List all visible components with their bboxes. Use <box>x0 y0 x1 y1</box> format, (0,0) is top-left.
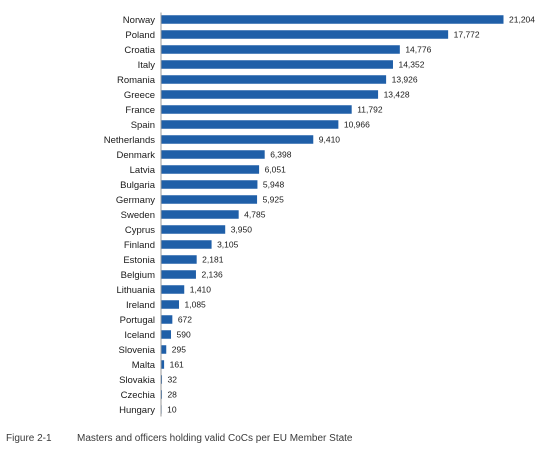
value-label: 10 <box>167 405 177 415</box>
bar <box>161 195 258 204</box>
category-label: Cyprus <box>125 225 155 236</box>
value-label: 1,410 <box>190 285 212 295</box>
category-label: Greece <box>124 90 155 101</box>
value-label: 13,428 <box>384 90 410 100</box>
figure-caption-text: Masters and officers holding valid CoCs … <box>77 433 353 444</box>
category-label: Slovakia <box>119 375 156 386</box>
value-label: 2,136 <box>201 270 223 280</box>
value-label: 590 <box>177 330 191 340</box>
value-label: 11,792 <box>357 105 383 115</box>
category-label: Netherlands <box>104 135 155 146</box>
value-label: 3,105 <box>217 240 239 250</box>
bar <box>161 90 379 99</box>
category-label: Malta <box>132 360 156 371</box>
value-label: 2,181 <box>202 255 224 265</box>
category-label: Iceland <box>124 330 155 341</box>
bar <box>161 285 185 294</box>
value-label: 6,051 <box>265 165 287 175</box>
bar <box>161 315 173 324</box>
category-label: Lithuania <box>116 285 155 296</box>
bar <box>161 210 239 219</box>
bar-chart: Norway 21,204 Poland 17,772 Croatia 14,776 Ita… <box>104 12 536 417</box>
value-label: 1,085 <box>185 300 207 310</box>
bar <box>161 360 165 369</box>
bar <box>161 75 387 84</box>
bars-group: Norway 21,204 Poland 17,772 Croatia 14,776 Ita… <box>104 15 536 416</box>
value-label: 5,925 <box>263 195 285 205</box>
value-label: 3,950 <box>231 225 253 235</box>
bar <box>161 300 179 309</box>
bar <box>161 135 314 144</box>
bar <box>161 30 449 39</box>
bar <box>161 45 400 54</box>
bar <box>161 165 260 174</box>
value-label: 21,204 <box>509 15 535 25</box>
value-label: 9,410 <box>319 135 341 145</box>
category-label: Norway <box>123 15 155 26</box>
category-label: Portugal <box>120 315 155 326</box>
value-label: 4,785 <box>244 210 266 220</box>
value-label: 32 <box>168 375 178 385</box>
bar <box>161 15 504 24</box>
bar <box>161 60 393 69</box>
bar <box>161 345 167 354</box>
category-label: Finland <box>124 240 155 251</box>
category-label: Spain <box>131 120 155 131</box>
value-label: 14,352 <box>398 60 424 70</box>
figure-number: Figure 2-1 <box>6 433 52 444</box>
category-label: Belgium <box>121 270 155 281</box>
category-label: Estonia <box>123 255 155 266</box>
category-label: Ireland <box>126 300 155 311</box>
value-label: 161 <box>170 360 184 370</box>
value-label: 5,948 <box>263 180 285 190</box>
value-label: 28 <box>167 390 177 400</box>
bar <box>161 270 196 279</box>
category-label: France <box>125 105 155 116</box>
bar <box>161 240 212 249</box>
value-label: 13,926 <box>392 75 418 85</box>
value-label: 6,398 <box>270 150 292 160</box>
category-label: Poland <box>125 30 155 41</box>
category-label: Sweden <box>121 210 155 221</box>
value-label: 10,966 <box>344 120 370 130</box>
value-label: 17,772 <box>454 30 480 40</box>
bar <box>161 375 163 384</box>
category-label: Romania <box>117 75 156 86</box>
category-label: Hungary <box>119 405 155 416</box>
bar <box>161 330 172 339</box>
value-label: 672 <box>178 315 192 325</box>
category-label: Italy <box>138 60 156 71</box>
category-label: Slovenia <box>119 345 156 356</box>
category-label: Bulgaria <box>120 180 156 191</box>
figure-caption: Figure 2-1 Masters and officers holding v… <box>6 433 353 444</box>
bar <box>161 150 265 159</box>
category-label: Latvia <box>130 165 156 176</box>
category-label: Croatia <box>124 45 155 56</box>
category-label: Denmark <box>116 150 155 161</box>
category-label: Czechia <box>121 390 156 401</box>
bar <box>161 180 258 189</box>
bar <box>161 105 352 114</box>
value-label: 295 <box>172 345 186 355</box>
bar <box>161 120 339 129</box>
bar <box>161 225 226 234</box>
category-label: Germany <box>116 195 155 206</box>
bar <box>161 255 197 264</box>
value-label: 14,776 <box>405 45 431 55</box>
